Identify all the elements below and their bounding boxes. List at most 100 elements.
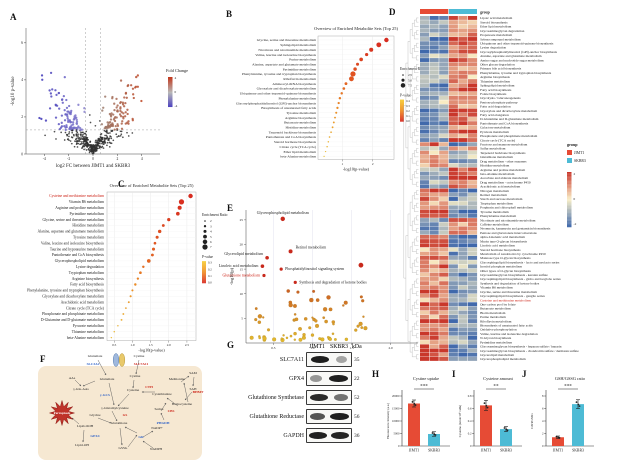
svg-text:Phenylalanine, tyrosine and tr: Phenylalanine, tyrosine and tryptophan b… bbox=[242, 72, 317, 77]
svg-text:Glycine, serine and threonine: Glycine, serine and threonine metabolism bbox=[42, 218, 104, 223]
svg-text:beta-Alanine metabolism: beta-Alanine metabolism bbox=[67, 336, 104, 340]
panel-label-j: J bbox=[522, 369, 527, 379]
blot-label: Glutathione Reductase bbox=[249, 413, 304, 420]
panel-label-h: H bbox=[372, 369, 380, 379]
svg-text:Phosphonate and phosphinate me: Phosphonate and phosphinate metabolism bbox=[480, 134, 538, 138]
svg-text:Glycosphingolipid biosynthesis: Glycosphingolipid biosynthesis - globo a… bbox=[480, 277, 561, 281]
svg-text:SKBR3: SKBR3 bbox=[428, 449, 440, 453]
svg-text:Ubiquinone and other terpenoid: Ubiquinone and other terpenoid-quinone b… bbox=[480, 41, 554, 45]
svg-text:P-value: P-value bbox=[202, 255, 213, 259]
svg-text:Butanoate metabolism: Butanoate metabolism bbox=[480, 307, 511, 311]
svg-text:Riboflavin metabolism: Riboflavin metabolism bbox=[283, 77, 316, 81]
svg-text:Cysteine and methionine metabo: Cysteine and methionine metabolism bbox=[49, 194, 104, 198]
svg-text:5: 5 bbox=[241, 317, 243, 321]
svg-text:Glycerophospholipid metabolism: Glycerophospholipid metabolism bbox=[55, 259, 104, 263]
svg-text:Glycine, serine and threonine: Glycine, serine and threonine metabolism bbox=[257, 38, 316, 43]
svg-text:Lysine degradation: Lysine degradation bbox=[480, 46, 506, 50]
svg-text:Glutamate: Glutamate bbox=[100, 377, 115, 381]
svg-text:Retinol metabolism: Retinol metabolism bbox=[296, 245, 327, 249]
svg-text:15000: 15000 bbox=[392, 407, 400, 411]
svg-text:Drug metabolism - other enzyme: Drug metabolism - other enzymes bbox=[480, 159, 527, 163]
blot-header-skbr3: SKBR3 bbox=[329, 344, 349, 350]
svg-text:2: 2 bbox=[372, 162, 374, 166]
svg-text:Neomycin, kanamycin and gentam: Neomycin, kanamycin and gentamicin biosy… bbox=[480, 227, 551, 232]
svg-text:Fold Change: Fold Change bbox=[166, 68, 188, 73]
svg-text:Vitamin B6 metabolism: Vitamin B6 metabolism bbox=[480, 286, 513, 290]
svg-text:2.5: 2.5 bbox=[185, 343, 189, 347]
svg-text:One carbon pool by folate: One carbon pool by folate bbox=[480, 302, 516, 306]
svg-text:Histidine metabolism: Histidine metabolism bbox=[72, 224, 104, 228]
svg-text:Vitamin B6 metabolism: Vitamin B6 metabolism bbox=[69, 200, 104, 204]
blot-row: GPX4 22 bbox=[228, 369, 392, 388]
svg-text:-4: -4 bbox=[175, 104, 178, 108]
svg-text:Terpenoid backbone biosynthesi: Terpenoid backbone biosynthesis bbox=[269, 130, 317, 134]
svg-text:Aminoacyl-tRNA biosynthesis: Aminoacyl-tRNA biosynthesis bbox=[272, 82, 316, 86]
svg-text:Ether lipid metabolism: Ether lipid metabolism bbox=[283, 150, 316, 154]
svg-text:-log10(p-value): -log10(p-value) bbox=[343, 166, 370, 171]
svg-text:0.3: 0.3 bbox=[208, 261, 212, 265]
svg-text:Valine, leucine and isoleucine: Valine, leucine and isoleucine degradati… bbox=[480, 332, 538, 337]
svg-text:5000: 5000 bbox=[394, 432, 401, 436]
svg-text:Selenocompound metabolism: Selenocompound metabolism bbox=[480, 37, 521, 41]
svg-text:Lysine degradation: Lysine degradation bbox=[76, 265, 104, 269]
svg-text:group: group bbox=[567, 142, 578, 147]
svg-text:Glycine: Glycine bbox=[89, 413, 101, 417]
svg-text:γ-Glutamylcysteine: γ-Glutamylcysteine bbox=[101, 406, 129, 410]
svg-text:Glyoxylate and dicarboxylate m: Glyoxylate and dicarboxylate metabolism bbox=[257, 87, 317, 91]
svg-text:Glycosaminoglycan degradation: Glycosaminoglycan degradation bbox=[480, 29, 524, 33]
svg-text:0.4: 0.4 bbox=[406, 99, 410, 103]
svg-text:Retinol metabolism: Retinol metabolism bbox=[480, 193, 507, 197]
svg-text:Cysteine amount: Cysteine amount bbox=[483, 376, 513, 381]
svg-text:Cystine: Cystine bbox=[130, 374, 141, 378]
svg-text:Glycosaminoglycan biosynthesis: Glycosaminoglycan biosynthesis - heparan… bbox=[480, 345, 562, 349]
svg-text:Inositol phosphate metabolism: Inositol phosphate metabolism bbox=[480, 265, 522, 269]
blot-image bbox=[306, 409, 352, 424]
svg-text:Phenylalanine metabolism: Phenylalanine metabolism bbox=[278, 96, 316, 100]
svg-text:-log10(p-value): -log10(p-value) bbox=[138, 348, 165, 353]
svg-text:Overview of Enriched Metabolit: Overview of Enriched Metabolite Sets (To… bbox=[110, 183, 194, 188]
svg-text:Glycolysis / Gluconeogenesis: Glycolysis / Gluconeogenesis bbox=[480, 96, 521, 100]
svg-text:Thiamine metabolism: Thiamine metabolism bbox=[480, 79, 510, 83]
svg-text:Fatty acid biosynthesis: Fatty acid biosynthesis bbox=[480, 88, 512, 92]
svg-text:CBS: CBS bbox=[168, 409, 175, 413]
blot-row: SLC7A11 35 bbox=[228, 350, 392, 369]
svg-text:GPX4: GPX4 bbox=[90, 434, 99, 438]
svg-text:1.0: 1.0 bbox=[310, 346, 315, 350]
svg-text:JIMT1: JIMT1 bbox=[409, 449, 419, 453]
panel-label-f: F bbox=[40, 354, 46, 364]
svg-text:Lipid-OOH: Lipid-OOH bbox=[77, 424, 94, 428]
svg-text:Oxidative phosphorylation: Oxidative phosphorylation bbox=[480, 328, 517, 332]
blot-row: GAPDH 36 bbox=[228, 426, 392, 445]
svg-text:GSSG: GSSG bbox=[119, 446, 128, 450]
svg-text:0.8: 0.8 bbox=[468, 394, 472, 398]
svg-text:D-Glutamine and D-glutamate me: D-Glutamine and D-glutamate metabolism bbox=[480, 117, 539, 121]
svg-text:Pyrimidine metabolism: Pyrimidine metabolism bbox=[283, 67, 316, 71]
svg-text:Butanoate metabolism: Butanoate metabolism bbox=[284, 121, 316, 125]
svg-text:Cystathionine: Cystathionine bbox=[152, 392, 172, 396]
svg-text:2: 2 bbox=[21, 115, 23, 119]
svg-text:10000: 10000 bbox=[392, 419, 400, 423]
blot-band bbox=[334, 394, 348, 401]
svg-text:1.5: 1.5 bbox=[149, 343, 153, 347]
svg-text:PHGDH: PHGDH bbox=[157, 421, 170, 425]
svg-text:Fluorescence Intensity (a.u.): Fluorescence Intensity (a.u.) bbox=[386, 403, 390, 439]
svg-text:Glycerolipid metabolism: Glycerolipid metabolism bbox=[224, 252, 263, 256]
enrichment-dotplot-b: 1 2 Overview of Enriched Metabolite Sets (… bbox=[236, 26, 426, 171]
pathway-impact-scatter: 0.5 1.0 1.5 2.0 5 10 15 20 25 Glycerophospholipid… bbox=[219, 210, 418, 357]
svg-text:Glycerophospholipid metabolism: Glycerophospholipid metabolism bbox=[257, 211, 309, 215]
blot-band bbox=[330, 413, 349, 420]
svg-text:Arginine and proline metabolis: Arginine and proline metabolism bbox=[480, 168, 525, 172]
svg-text:-4: -4 bbox=[43, 157, 46, 161]
svg-text:0.5: 0.5 bbox=[271, 346, 276, 350]
svg-text:Glyoxylate and dicarboxylate m: Glyoxylate and dicarboxylate metabolism bbox=[480, 109, 537, 113]
svg-text:Phenylalanine, tyrosine and tr: Phenylalanine, tyrosine and tryptophan b… bbox=[480, 71, 552, 76]
svg-text:Cysteine and methionine metabo: Cysteine and methionine metabolism bbox=[480, 298, 531, 302]
panel-label-i: I bbox=[452, 369, 456, 379]
svg-text:Arginine biosynthesis: Arginine biosynthesis bbox=[480, 75, 510, 79]
svg-text:Fructose and mannose metabolis: Fructose and mannose metabolism bbox=[480, 143, 528, 147]
svg-text:Sphingolipid metabolism: Sphingolipid metabolism bbox=[480, 84, 515, 88]
svg-text:***: *** bbox=[564, 384, 572, 390]
svg-text:Porphyrin and chlorophyll meta: Porphyrin and chlorophyll metabolism bbox=[480, 206, 533, 210]
svg-text:Taurine and hypotaurine metabo: Taurine and hypotaurine metabolism bbox=[50, 247, 104, 251]
svg-text:Histidine metabolism: Histidine metabolism bbox=[480, 164, 510, 168]
